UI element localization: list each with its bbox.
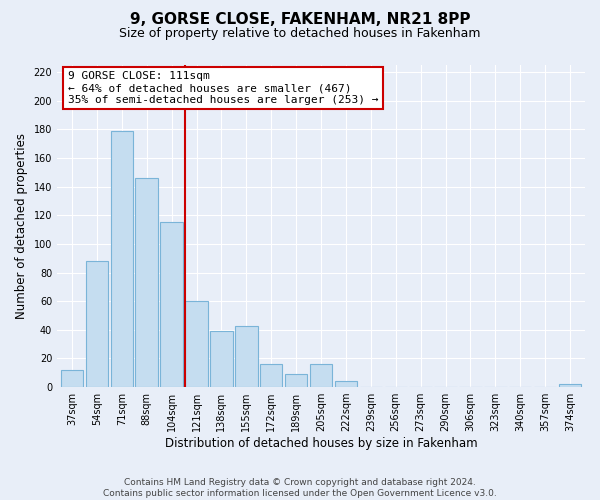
Bar — [559, 384, 581, 387]
Text: Size of property relative to detached houses in Fakenham: Size of property relative to detached ho… — [119, 28, 481, 40]
Bar — [136, 178, 158, 387]
Bar — [335, 382, 357, 387]
Bar — [110, 131, 133, 387]
Bar — [285, 374, 307, 387]
Text: 9 GORSE CLOSE: 111sqm
← 64% of detached houses are smaller (467)
35% of semi-det: 9 GORSE CLOSE: 111sqm ← 64% of detached … — [68, 72, 378, 104]
Bar — [86, 261, 108, 387]
Bar — [210, 332, 233, 387]
X-axis label: Distribution of detached houses by size in Fakenham: Distribution of detached houses by size … — [165, 437, 478, 450]
Text: 9, GORSE CLOSE, FAKENHAM, NR21 8PP: 9, GORSE CLOSE, FAKENHAM, NR21 8PP — [130, 12, 470, 28]
Bar — [185, 301, 208, 387]
Bar — [260, 364, 283, 387]
Y-axis label: Number of detached properties: Number of detached properties — [15, 133, 28, 319]
Bar — [310, 364, 332, 387]
Bar — [160, 222, 183, 387]
Bar — [61, 370, 83, 387]
Text: Contains HM Land Registry data © Crown copyright and database right 2024.
Contai: Contains HM Land Registry data © Crown c… — [103, 478, 497, 498]
Bar — [235, 326, 257, 387]
